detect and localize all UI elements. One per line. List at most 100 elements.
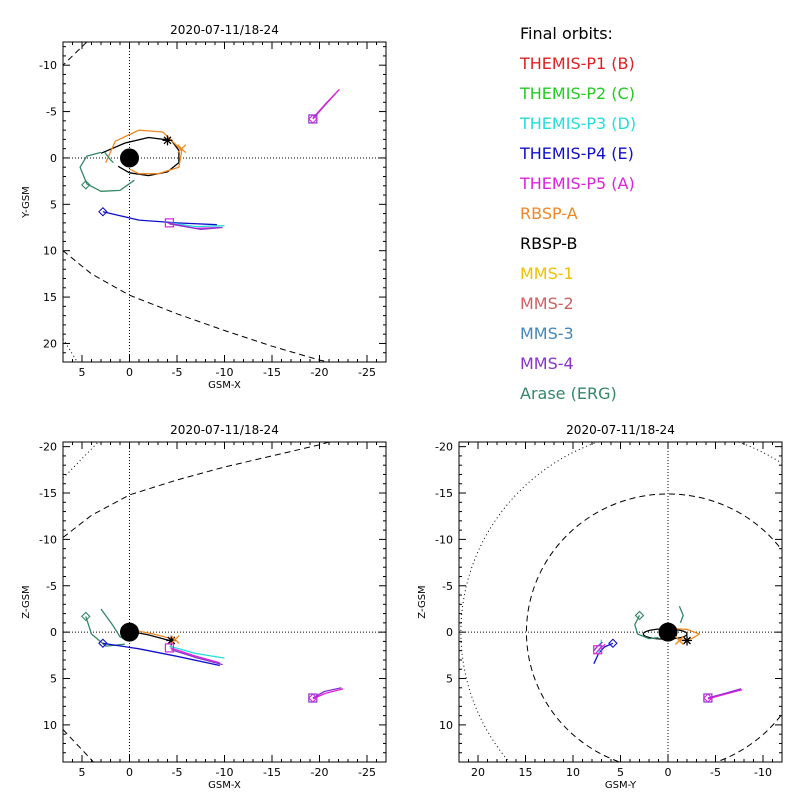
- diamond-marker: [98, 638, 108, 649]
- x-tick-label: 0: [126, 766, 133, 779]
- y-tick-label: -10: [39, 59, 57, 72]
- legend-item: MMS-4: [520, 354, 574, 373]
- x-tick-label: -20: [311, 366, 329, 379]
- y-tick-label: 0: [446, 626, 453, 639]
- star-marker: [682, 635, 692, 646]
- legend-title: Final orbits:: [520, 24, 613, 43]
- plot-frame: [62, 441, 387, 763]
- diamond-marker: [703, 693, 713, 703]
- legend-item: Arase (ERG): [520, 384, 617, 403]
- legend-item: MMS-1: [520, 264, 574, 283]
- plot-frame: [458, 441, 783, 763]
- orbit-line: [105, 129, 183, 175]
- x-axis-label: GSM-X: [208, 380, 241, 391]
- square-marker: [164, 643, 174, 653]
- legend-item: THEMIS-P5 (A): [520, 174, 635, 193]
- plot-frame: [62, 41, 387, 363]
- x-tick-label: 20: [471, 766, 485, 779]
- x-tick-label: 5: [617, 766, 624, 779]
- diamond-marker: [308, 693, 318, 703]
- y-axis-label: Y-GSM: [21, 186, 32, 219]
- dashed-boundary: [63, 729, 94, 762]
- orbit-line: [169, 645, 225, 659]
- y-tick-label: 10: [43, 719, 57, 732]
- plot-title: 2020-07-11/18-24: [170, 423, 279, 437]
- orbit-line: [169, 223, 223, 231]
- y-tick-label: 15: [43, 291, 57, 304]
- legend-item: RBSP-A: [520, 204, 578, 223]
- x-tick-label: 5: [79, 766, 86, 779]
- orbit-line: [678, 605, 684, 624]
- panel-xz: 5 0 -5 -10 -15 -20 -25 10 5 0 -5 -10 -15 -20 2020-07-1…: [21, 423, 387, 791]
- y-tick-label: -5: [46, 580, 57, 593]
- x-tick-label: -10: [216, 766, 234, 779]
- diamond-marker: [308, 114, 318, 124]
- orbit-line: [170, 647, 220, 664]
- earth: [658, 622, 678, 642]
- square-marker: [593, 645, 603, 655]
- legend-item: MMS-2: [520, 294, 574, 313]
- cross-marker: [674, 636, 684, 645]
- y-tick-label: 10: [43, 245, 57, 258]
- orbit-line: [597, 639, 603, 655]
- star-marker: [166, 635, 177, 646]
- x-tick-label: -10: [754, 766, 772, 779]
- diamond-marker: [608, 638, 618, 649]
- y-tick-label: 20: [43, 337, 57, 350]
- y-tick-label: 5: [50, 198, 57, 211]
- x-tick-label: 0: [126, 366, 133, 379]
- x-tick-label: -20: [311, 766, 329, 779]
- dashed-boundary: [63, 442, 330, 538]
- orbit-line: [595, 643, 606, 654]
- x-tick-label: -15: [263, 366, 281, 379]
- x-axis-label: GSM-X: [208, 780, 241, 791]
- diamond-marker: [81, 611, 91, 622]
- cross-marker: [170, 635, 180, 645]
- x-tick-label: -25: [358, 766, 376, 779]
- y-tick-label: -10: [39, 533, 57, 546]
- earth: [120, 622, 139, 642]
- orbit-line: [171, 649, 223, 666]
- y-tick-label: -5: [46, 106, 57, 119]
- diamond-marker: [98, 206, 108, 217]
- y-tick-label: -15: [39, 487, 57, 500]
- y-tick-label: -20: [435, 441, 453, 454]
- orbit-line: [707, 688, 742, 699]
- orbit-line: [634, 615, 659, 640]
- orbit-line: [312, 88, 340, 119]
- square-marker: [164, 218, 174, 228]
- legend-item: MMS-3: [520, 324, 574, 343]
- x-tick-label: -10: [216, 366, 234, 379]
- y-axis-label: Z-GSM: [417, 585, 428, 618]
- legend-item: THEMIS-P2 (C): [520, 84, 635, 103]
- diamond-marker: [634, 610, 645, 621]
- plot-title: 2020-07-11/18-24: [566, 423, 675, 437]
- orbit-line: [170, 222, 225, 228]
- legend-item: THEMIS-P1 (B): [520, 54, 635, 73]
- dashed-boundary: [63, 250, 330, 362]
- x-tick-label: -5: [710, 766, 721, 779]
- star-marker: [162, 135, 173, 146]
- x-tick-label: -15: [263, 766, 281, 779]
- y-tick-label: 5: [446, 673, 453, 686]
- x-axis-label: GSM-Y: [605, 780, 637, 791]
- legend: Final orbits: THEMIS-P1 (B) THEMIS-P2 (C)…: [520, 22, 636, 412]
- x-tick-label: 15: [519, 766, 533, 779]
- y-tick-label: -15: [435, 487, 453, 500]
- x-tick-label: -25: [358, 366, 376, 379]
- earth: [120, 148, 139, 168]
- panel-yz: 20 15 10 5 0 -5 -10 10 5 0 -5 -10 -15 -20 2020-07-11/1…: [417, 423, 783, 791]
- x-tick-label: 10: [566, 766, 580, 779]
- dotted-boundary: [63, 442, 99, 479]
- cross-marker: [177, 144, 187, 154]
- y-tick-label: 0: [50, 626, 57, 639]
- x-tick-label: -5: [172, 766, 183, 779]
- x-tick-label: 0: [665, 766, 672, 779]
- y-axis-label: Z-GSM: [21, 585, 32, 618]
- legend-item: THEMIS-P3 (D): [520, 114, 637, 133]
- y-tick-label: -20: [39, 441, 57, 454]
- panel-content: [63, 442, 386, 762]
- panel-content: [459, 442, 782, 762]
- orbit-line: [104, 152, 114, 164]
